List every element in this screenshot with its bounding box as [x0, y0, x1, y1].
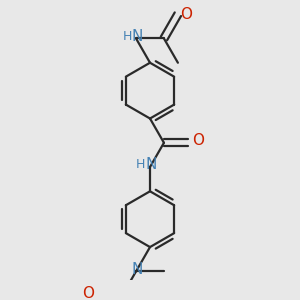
Text: H: H: [136, 158, 145, 171]
Text: O: O: [82, 286, 94, 300]
Text: H: H: [123, 30, 132, 43]
Text: N: N: [132, 29, 143, 44]
Text: O: O: [192, 133, 204, 148]
Text: O: O: [180, 7, 192, 22]
Text: N: N: [146, 157, 157, 172]
Text: N: N: [132, 262, 143, 277]
